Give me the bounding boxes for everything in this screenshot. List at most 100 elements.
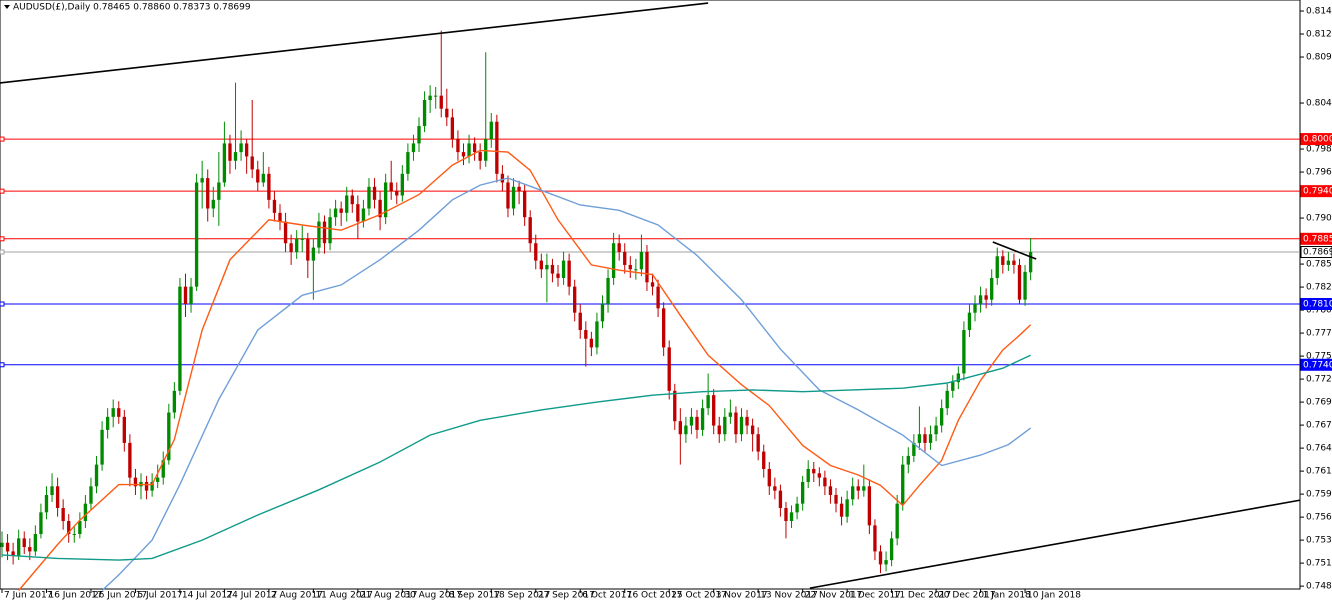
candle-body: [450, 117, 455, 140]
candle-body: [183, 286, 188, 305]
candle-body: [94, 464, 99, 487]
candle-body: [695, 416, 699, 430]
x-tick-label: 5 Jul 2017: [137, 591, 182, 601]
candle-body: [706, 395, 710, 409]
candle-body: [200, 178, 204, 183]
candle-body: [244, 143, 249, 157]
candle-body: [522, 191, 527, 218]
x-tick-label: 22 Nov 2017: [805, 591, 863, 601]
candle-body: [539, 260, 543, 270]
candle-body: [372, 186, 377, 200]
candle-body: [734, 412, 738, 435]
candle-body: [233, 152, 238, 161]
candle-body: [111, 408, 115, 417]
x-tick-label: 26 Jun 2017: [93, 591, 147, 601]
candle-body: [962, 330, 966, 374]
candle-body: [211, 199, 215, 209]
y-tick-label: 0.77235: [1306, 375, 1332, 385]
candle-body: [461, 152, 466, 157]
candle-body: [912, 442, 916, 456]
candle-body: [161, 460, 165, 478]
candle-body: [728, 412, 733, 417]
candle-body: [656, 286, 660, 309]
candle-body: [984, 295, 988, 300]
y-tick-label: 0.75380: [1306, 536, 1332, 546]
candle-body: [589, 338, 594, 348]
candle-body: [939, 408, 944, 426]
candle-body: [0, 542, 4, 548]
candle-body: [951, 382, 955, 391]
candle-body: [339, 208, 343, 213]
candle-body: [634, 269, 638, 271]
level-label: 0.78851: [1303, 234, 1332, 244]
candle-body: [439, 95, 443, 109]
candle-body: [595, 321, 599, 348]
y-tick-label: 0.81475: [1306, 7, 1332, 17]
y-tick-label: 0.76970: [1306, 398, 1332, 408]
y-tick-label: 0.81210: [1306, 30, 1332, 40]
x-tick-label: 25 Oct 2017: [671, 591, 727, 601]
candle-body: [128, 442, 132, 478]
candle-body: [684, 425, 688, 435]
candle-body: [478, 152, 482, 161]
candle-body: [228, 143, 232, 161]
level-box: [1300, 185, 1332, 198]
candle-body: [222, 143, 227, 183]
candle-body: [484, 139, 488, 161]
y-tick-label: 0.78560: [1306, 260, 1332, 270]
candle-body: [422, 100, 427, 127]
candle-body: [889, 538, 894, 561]
candle-body: [550, 264, 555, 274]
candle-body: [650, 282, 655, 287]
candle-body: [856, 486, 860, 491]
candle-body: [878, 551, 883, 565]
candle-body: [717, 425, 721, 435]
candle-body: [750, 425, 755, 435]
candle-body: [956, 373, 961, 383]
candle-body: [467, 143, 471, 157]
candle-body: [739, 416, 744, 435]
level-box: [1300, 298, 1332, 311]
level-box: [1300, 358, 1332, 371]
candle-body: [611, 243, 616, 278]
candle-body: [967, 312, 972, 331]
candle-body: [22, 538, 26, 548]
candle-body: [395, 191, 399, 196]
candle-body: [500, 173, 505, 183]
candle-body: [189, 286, 193, 305]
candle-body: [67, 521, 71, 535]
y-tick-label: 0.78295: [1306, 283, 1332, 293]
candle-body: [61, 508, 65, 522]
x-tick-label: 1 Jan 2018: [983, 591, 1031, 601]
candle-body: [995, 256, 999, 278]
x-tick-label: 8 Sep 2017: [449, 591, 500, 601]
candle-body: [400, 173, 404, 196]
trendline: [809, 499, 1301, 589]
level-marker: [0, 236, 5, 242]
candle-body: [661, 308, 666, 348]
level-box: [1300, 232, 1332, 245]
candle-body: [561, 260, 566, 278]
candle-body: [261, 173, 265, 183]
candle-body: [172, 390, 177, 413]
x-tick-label: 24 Jul 2017: [226, 591, 277, 601]
candle-body: [645, 251, 649, 283]
candle-body: [667, 347, 671, 391]
candle-body: [1006, 260, 1011, 265]
candle-body: [767, 468, 771, 487]
candle-body: [428, 95, 432, 101]
candle-body: [884, 560, 888, 565]
candle-body: [534, 243, 538, 261]
candle-body: [361, 208, 366, 222]
candle-body: [789, 512, 794, 522]
candle-body: [834, 494, 838, 504]
candle-body: [144, 481, 149, 491]
x-tick-label: 16 Jun 2017: [48, 591, 102, 601]
candle-body: [133, 477, 138, 487]
candle-body: [72, 534, 76, 536]
y-tick-label: 0.74850: [1306, 582, 1332, 592]
candle-body: [28, 547, 32, 552]
y-tick-label: 0.75645: [1306, 513, 1332, 523]
candle-body: [828, 486, 833, 495]
